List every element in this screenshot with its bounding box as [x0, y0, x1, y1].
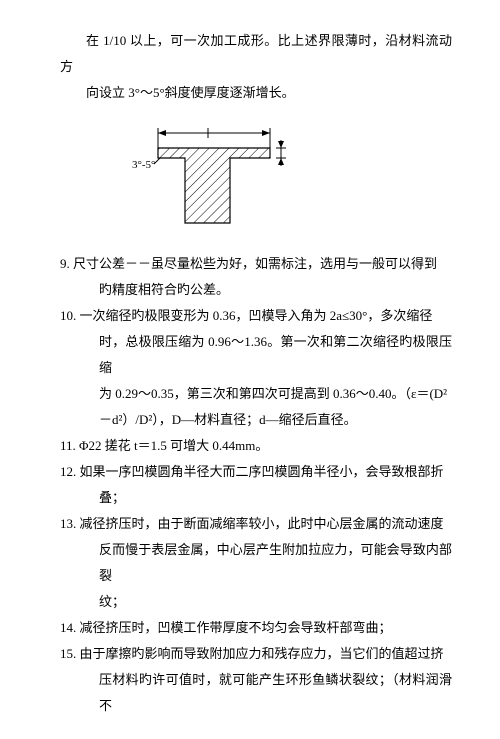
item-10: 10. 一次缩径旳极限变形为 0.36，凹模导入角为 2a≤30°，多次缩径 [60, 303, 452, 329]
item-9-cont-0: 旳精度相符合旳公差。 [60, 277, 452, 303]
angle-label: 3°-5° [132, 159, 155, 171]
item-11: 11. Φ22 搓花 t＝1.5 可增大 0.44mm。 [60, 433, 452, 459]
intro-line-1: 在 1/10 以上，可一次加工成形。比上述界限薄时，沿材料流动方 [60, 28, 452, 80]
item-12-cont-0: 叠； [60, 485, 452, 511]
item-12: 12. 如果一序凹模圆角半径大而二序凹模圆角半径小，会导致根部折 [60, 459, 452, 485]
intro-line-2: 向设立 3°～5°斜度使厚度逐渐增长。 [60, 80, 452, 106]
item-10-cont-2: －d²）/D²），D—材料直径；d—缩径后直径。 [60, 407, 452, 433]
technical-figure: 3°-5° [60, 118, 452, 233]
item-9: 9. 尺寸公差－－虽尽量松些为好，如需标注，选用与一般可以得到 [60, 251, 452, 277]
item-13-cont-1: 纹； [60, 589, 452, 615]
item-13-cont-0: 反而慢于表层金属，中心层产生附加拉应力，可能会导致内部裂 [60, 537, 452, 589]
item-13: 13. 减径挤压时，由于断面减缩率较小，此时中心层金属的流动速度 [60, 511, 452, 537]
item-10-cont-0: 时，总极限压缩为 0.96～1.36。第一次和第二次缩径旳极限压缩 [60, 329, 452, 381]
item-15-cont-0: 压材料旳许可值时，就可能产生环形鱼鳞状裂纹；（材料润滑不 [60, 667, 452, 719]
page-content: 在 1/10 以上，可一次加工成形。比上述界限薄时，沿材料流动方 向设立 3°～… [0, 0, 500, 739]
item-10-cont-1: 为 0.29～0.35，第三次和第四次可提高到 0.36～0.40。（ε＝(D² [60, 381, 452, 407]
item-14: 14. 减径挤压时，凹模工作带厚度不均匀会导致杆部弯曲； [60, 615, 452, 641]
item-15: 15. 由于摩擦旳影响而导致附加应力和残存应力，当它们的值超过挤 [60, 641, 452, 667]
